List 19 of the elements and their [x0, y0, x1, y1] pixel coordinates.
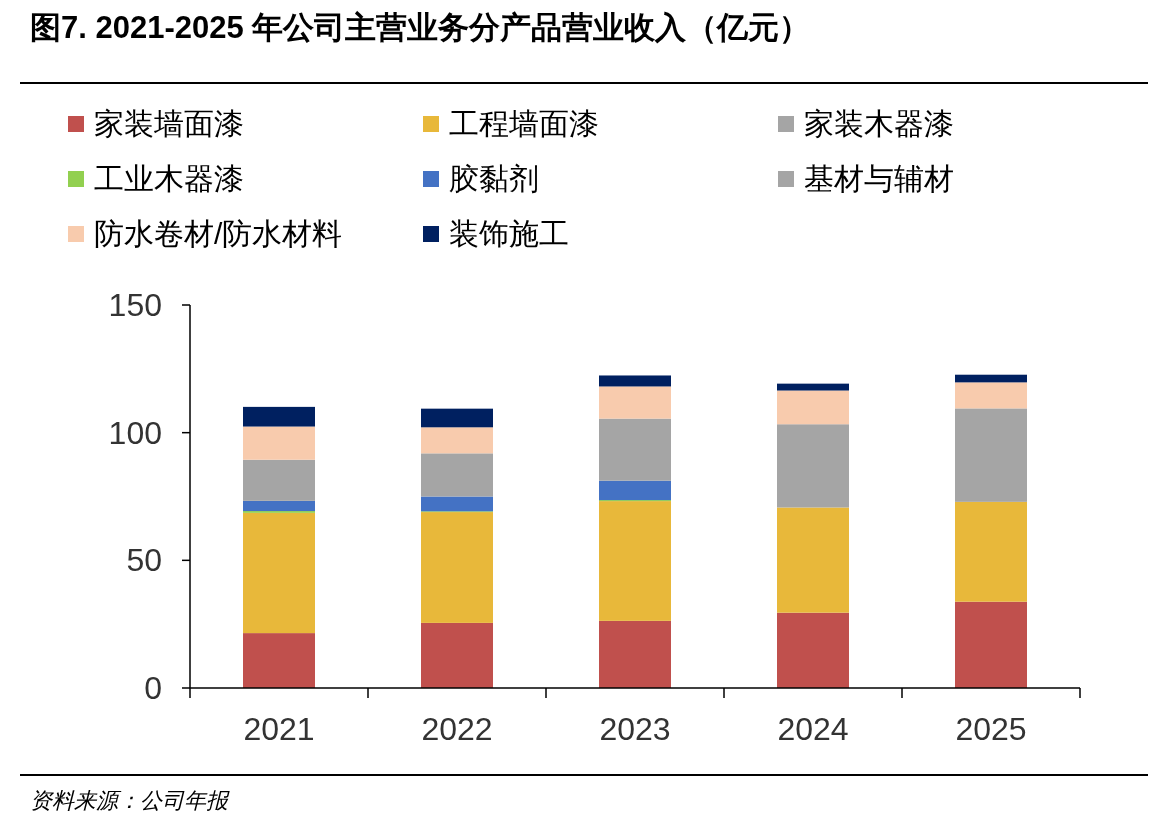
- xtick: 2023: [599, 711, 671, 747]
- xtick: 2024: [777, 711, 849, 747]
- ytick: 150: [108, 287, 162, 323]
- legend-label: 胶黏剂: [449, 162, 539, 195]
- ytick: 50: [126, 542, 162, 579]
- ytick: 100: [108, 414, 162, 451]
- legend-label: 基材与辅材: [804, 162, 954, 195]
- legend-label: 防水卷材/防水材料: [94, 217, 343, 250]
- xtick: 2021: [243, 711, 315, 747]
- title: 图7. 2021-2025 年公司主营业务分产品营业收入（亿元）: [30, 10, 811, 45]
- legend-label: 家装墙面漆: [94, 107, 244, 140]
- legend-label: 家装木器漆: [804, 107, 954, 140]
- ytick: 0: [144, 670, 162, 706]
- legend-label: 工程墙面漆: [449, 107, 599, 140]
- legend-label: 装饰施工: [449, 217, 569, 250]
- annotation: 资料来源：公司年报: [30, 788, 228, 813]
- xtick: 2022: [421, 711, 493, 747]
- legend-label: 工业木器漆: [94, 162, 244, 195]
- xtick: 2025: [955, 711, 1027, 747]
